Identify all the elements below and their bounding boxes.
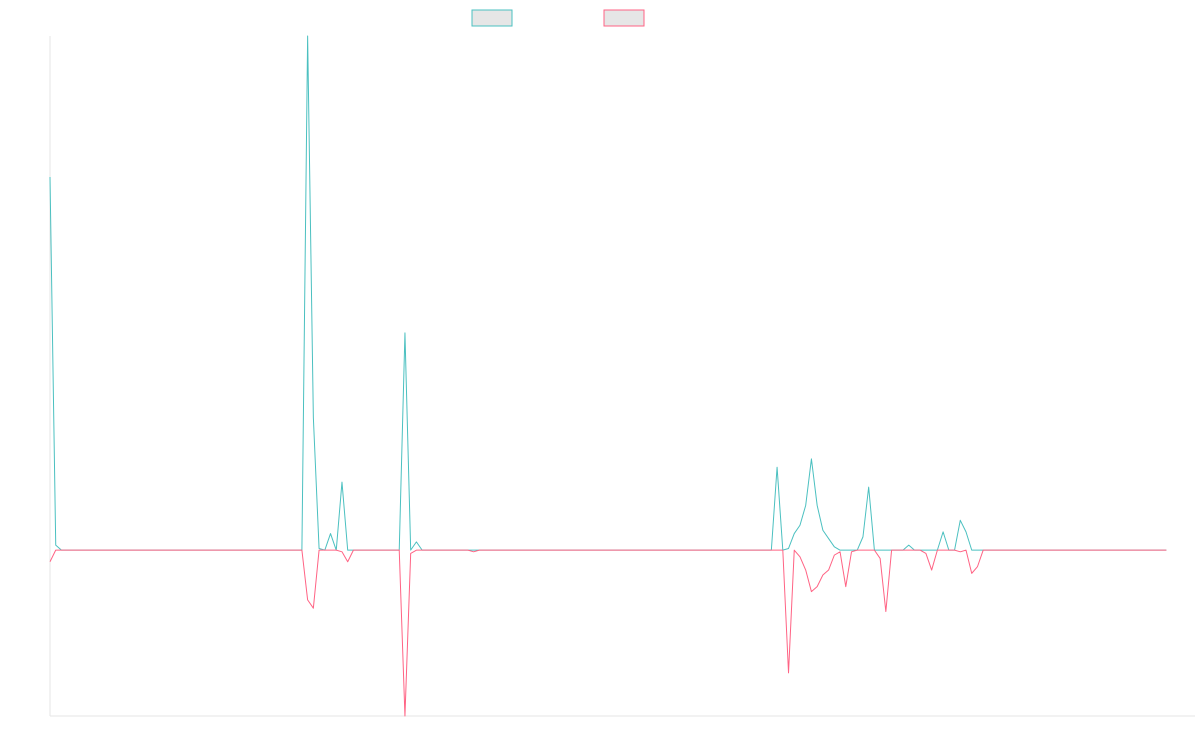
axes [49, 36, 1195, 717]
legend-swatch-positive-series[interactable] [471, 9, 513, 27]
legend-swatch-negative-series[interactable] [603, 9, 645, 27]
series-line-positive [49, 35, 1167, 551]
series-line-negative [49, 549, 1167, 717]
legend [471, 9, 645, 27]
plot-area [49, 35, 1167, 717]
